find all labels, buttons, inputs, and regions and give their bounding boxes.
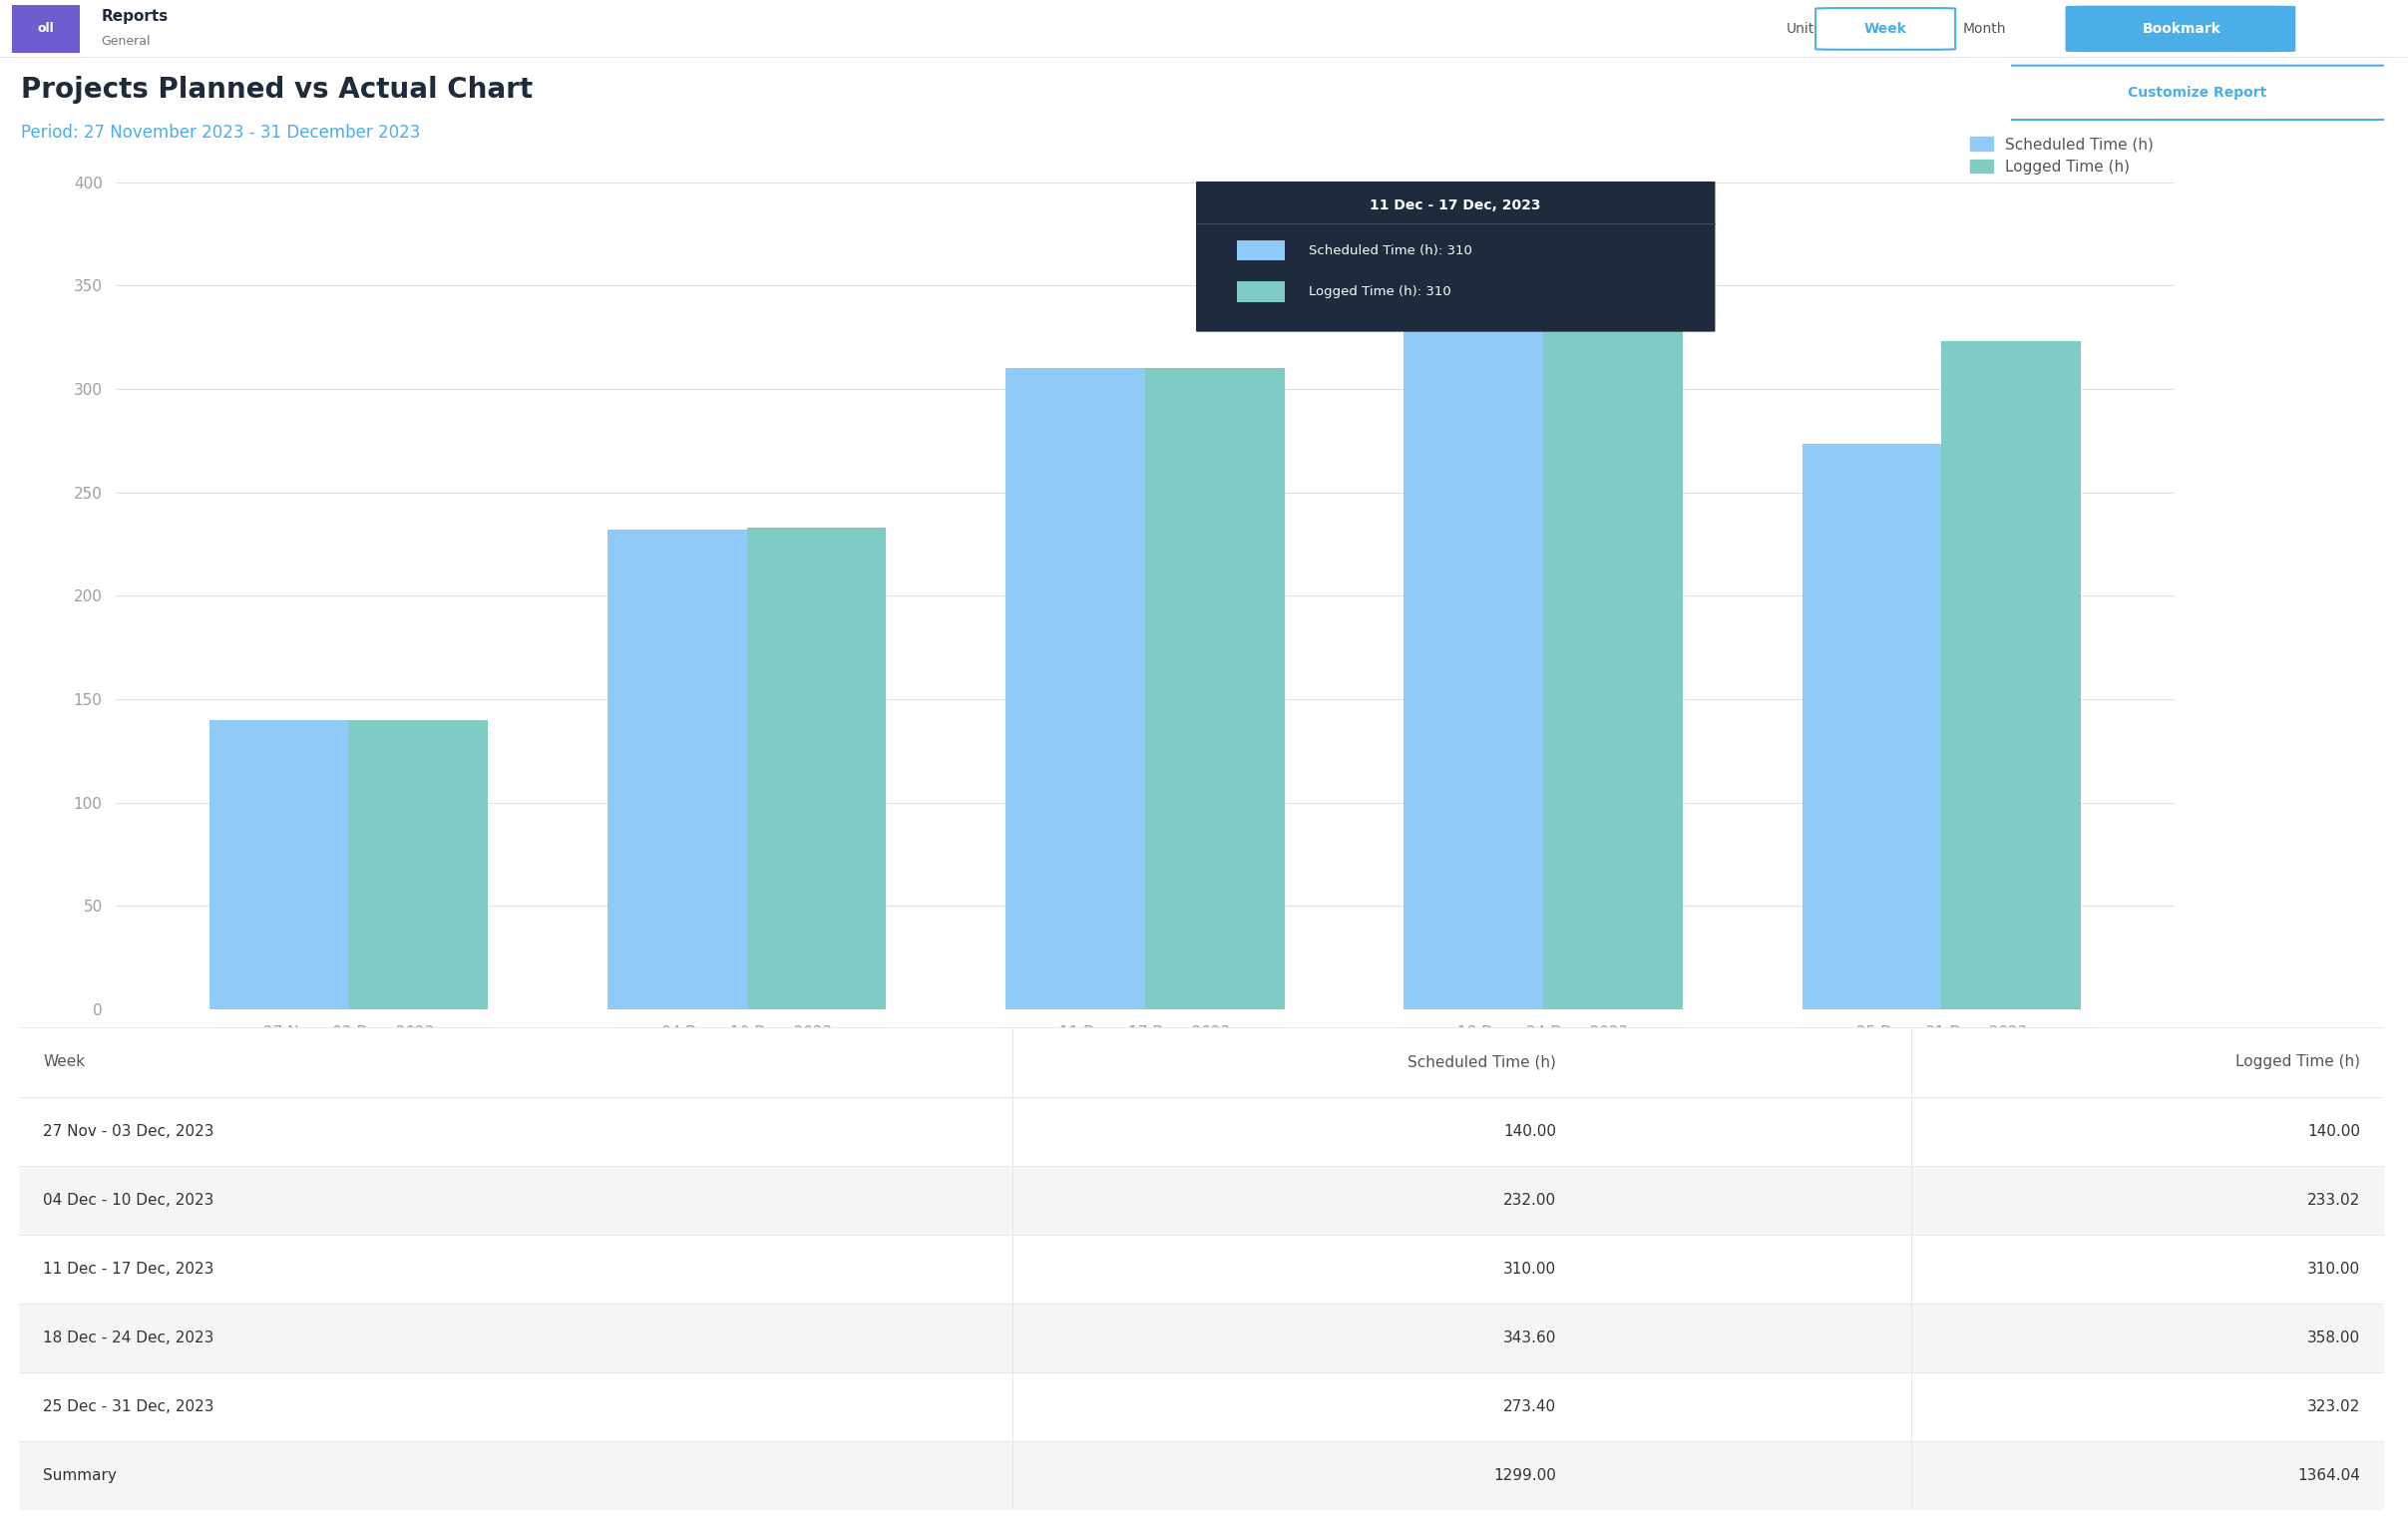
Bar: [1404, 299, 1544, 1009]
Text: 323.02: 323.02: [2307, 1400, 2360, 1415]
Bar: [1238, 240, 1283, 261]
FancyBboxPatch shape: [1197, 182, 1714, 331]
Legend: Scheduled Time (h), Logged Time (h): Scheduled Time (h), Logged Time (h): [1970, 137, 2153, 175]
Bar: [1801, 443, 1941, 1009]
Text: 25 Dec - 31 Dec, 2023: 25 Dec - 31 Dec, 2023: [43, 1400, 214, 1415]
Text: 27 Nov - 03 Dec, 2023: 27 Nov - 03 Dec, 2023: [43, 1123, 214, 1138]
Bar: [12, 5, 79, 53]
Text: 343.60: 343.60: [1503, 1331, 1556, 1345]
Text: Scheduled Time (h): Scheduled Time (h): [1409, 1055, 1556, 1070]
Text: 310.00: 310.00: [1503, 1261, 1556, 1277]
Text: Week: Week: [1864, 21, 1907, 36]
Text: Logged Time (h): Logged Time (h): [2235, 1055, 2360, 1070]
Text: 310.00: 310.00: [2307, 1261, 2360, 1277]
FancyBboxPatch shape: [2003, 65, 2389, 120]
Text: Scheduled Time (h): 310: Scheduled Time (h): 310: [1308, 244, 1471, 257]
Text: Month: Month: [1963, 21, 2006, 36]
Bar: [19, 1442, 2384, 1510]
Bar: [209, 720, 349, 1009]
FancyBboxPatch shape: [2066, 6, 2295, 52]
Bar: [349, 720, 489, 1009]
Bar: [1007, 369, 1146, 1009]
Text: General: General: [101, 35, 152, 49]
Text: 1364.04: 1364.04: [2297, 1468, 2360, 1483]
Text: 1299.00: 1299.00: [1493, 1468, 1556, 1483]
Bar: [607, 530, 746, 1009]
Text: 04 Dec - 10 Dec, 2023: 04 Dec - 10 Dec, 2023: [43, 1193, 214, 1207]
Text: Customize Report: Customize Report: [2129, 85, 2266, 100]
Text: Projects Planned vs Actual Chart: Projects Planned vs Actual Chart: [22, 76, 532, 103]
Bar: [19, 1096, 2384, 1166]
Text: 358.00: 358.00: [2307, 1331, 2360, 1345]
Text: Period: 27 November 2023 - 31 December 2023: Period: 27 November 2023 - 31 December 2…: [22, 123, 421, 141]
Text: 273.40: 273.40: [1503, 1400, 1556, 1415]
Text: Units:: Units:: [1787, 21, 1828, 36]
Bar: [1941, 342, 2081, 1009]
Bar: [1146, 369, 1283, 1009]
Text: 140.00: 140.00: [2307, 1123, 2360, 1138]
Text: 11 Dec - 17 Dec, 2023: 11 Dec - 17 Dec, 2023: [43, 1261, 214, 1277]
Bar: [19, 1304, 2384, 1372]
Text: Logged Time (h): 310: Logged Time (h): 310: [1308, 285, 1450, 298]
Text: 11 Dec - 17 Dec, 2023: 11 Dec - 17 Dec, 2023: [1370, 199, 1541, 213]
Bar: [19, 1166, 2384, 1234]
Text: 232.00: 232.00: [1503, 1193, 1556, 1207]
Text: Summary: Summary: [43, 1468, 116, 1483]
Bar: [19, 1372, 2384, 1442]
Text: 140.00: 140.00: [1503, 1123, 1556, 1138]
Bar: [19, 1234, 2384, 1304]
Text: oll: oll: [39, 23, 53, 35]
Bar: [1238, 281, 1283, 302]
Bar: [1544, 269, 1683, 1009]
Bar: [746, 528, 886, 1009]
FancyBboxPatch shape: [1816, 8, 1955, 50]
Text: 233.02: 233.02: [2307, 1193, 2360, 1207]
Bar: [19, 1028, 2384, 1096]
Text: Reports: Reports: [101, 9, 169, 24]
Text: Bookmark: Bookmark: [2143, 21, 2220, 36]
Text: 18 Dec - 24 Dec, 2023: 18 Dec - 24 Dec, 2023: [43, 1331, 214, 1345]
Text: Week: Week: [43, 1055, 84, 1070]
